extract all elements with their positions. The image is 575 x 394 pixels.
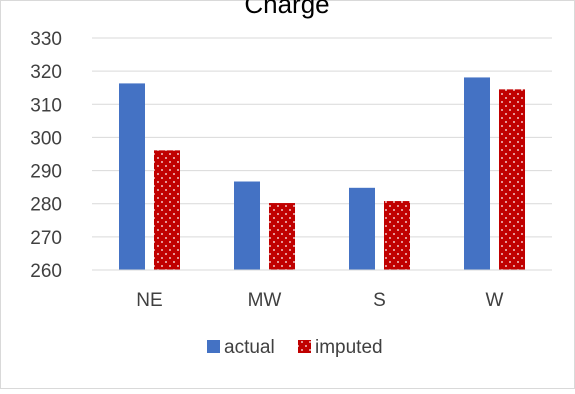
- y-tick-label: 310: [30, 95, 62, 116]
- y-tick-label: 330: [30, 29, 62, 50]
- legend: actual imputed: [207, 337, 383, 358]
- bar-actual-w: [464, 77, 490, 270]
- x-category-label: NE: [136, 290, 162, 311]
- y-tick-label: 320: [30, 62, 62, 83]
- y-tick-label: 260: [30, 261, 62, 282]
- chart-title: Charge: [244, 0, 329, 19]
- legend-label-imputed: imputed: [315, 337, 383, 358]
- bar-imputed-s: [384, 201, 410, 270]
- legend-label-actual: actual: [224, 337, 275, 358]
- bar-actual-ne: [119, 83, 145, 270]
- y-axis-ticks: 260 270 280 290 300 310 320 330: [30, 29, 62, 282]
- bar-actual-s: [349, 187, 375, 270]
- x-axis-labels: NE MW S W: [136, 290, 503, 311]
- legend-swatch-imputed: [298, 340, 311, 353]
- y-tick-label: 290: [30, 162, 62, 183]
- x-category-label: W: [486, 290, 504, 311]
- y-tick-label: 300: [30, 128, 62, 149]
- x-category-label: MW: [248, 290, 282, 311]
- y-tick-label: 270: [30, 228, 62, 249]
- bars: [119, 77, 525, 270]
- bar-imputed-w: [499, 89, 525, 270]
- bar-actual-mw: [234, 181, 260, 270]
- bar-imputed-ne: [154, 150, 180, 270]
- x-category-label: S: [373, 290, 386, 311]
- bar-imputed-mw: [269, 203, 295, 270]
- y-tick-label: 280: [30, 195, 62, 216]
- legend-swatch-actual: [207, 340, 220, 353]
